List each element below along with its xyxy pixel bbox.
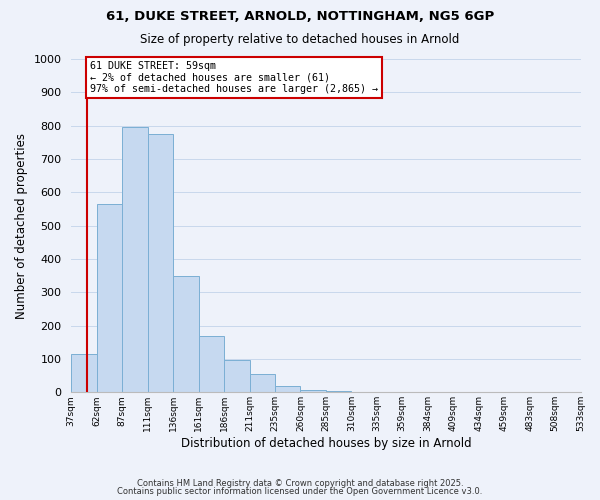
Text: Contains public sector information licensed under the Open Government Licence v3: Contains public sector information licen… [118,487,482,496]
Bar [326,390,352,392]
Text: Contains HM Land Registry data © Crown copyright and database right 2025.: Contains HM Land Registry data © Crown c… [137,478,463,488]
Bar [224,360,250,392]
Bar [122,128,148,392]
Bar [173,276,199,392]
Bar [301,390,326,392]
Bar [250,374,275,392]
Bar [148,134,173,392]
Bar [275,386,301,392]
Text: 61 DUKE STREET: 59sqm
← 2% of detached houses are smaller (61)
97% of semi-detac: 61 DUKE STREET: 59sqm ← 2% of detached h… [89,60,377,94]
Text: 61, DUKE STREET, ARNOLD, NOTTINGHAM, NG5 6GP: 61, DUKE STREET, ARNOLD, NOTTINGHAM, NG5… [106,10,494,23]
Y-axis label: Number of detached properties: Number of detached properties [15,132,28,318]
Bar [71,354,97,393]
Bar [199,336,224,392]
X-axis label: Distribution of detached houses by size in Arnold: Distribution of detached houses by size … [181,437,471,450]
Bar [97,204,122,392]
Text: Size of property relative to detached houses in Arnold: Size of property relative to detached ho… [140,32,460,46]
